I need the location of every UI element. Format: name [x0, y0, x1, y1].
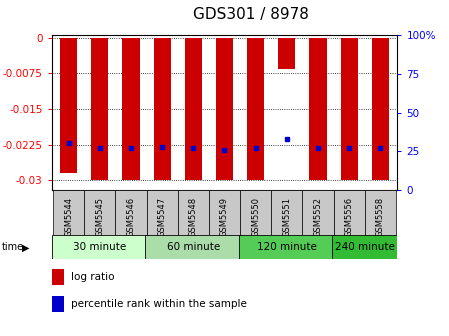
FancyBboxPatch shape: [271, 190, 302, 235]
FancyBboxPatch shape: [240, 190, 271, 235]
FancyBboxPatch shape: [334, 190, 365, 235]
FancyBboxPatch shape: [302, 190, 334, 235]
Bar: [52, 269, 64, 285]
Bar: [247, 38, 264, 180]
FancyBboxPatch shape: [115, 190, 147, 235]
FancyBboxPatch shape: [178, 190, 209, 235]
FancyBboxPatch shape: [52, 235, 148, 259]
FancyBboxPatch shape: [332, 235, 397, 259]
Bar: [185, 38, 202, 180]
Bar: [154, 38, 171, 180]
Text: GSM5545: GSM5545: [96, 197, 105, 237]
Bar: [372, 38, 389, 180]
Bar: [91, 38, 109, 180]
Text: percentile rank within the sample: percentile rank within the sample: [70, 299, 247, 309]
Text: GSM5546: GSM5546: [127, 197, 136, 237]
Bar: [123, 38, 140, 180]
FancyBboxPatch shape: [147, 190, 178, 235]
FancyBboxPatch shape: [53, 190, 84, 235]
Text: 240 minute: 240 minute: [335, 242, 395, 252]
Text: GSM5547: GSM5547: [158, 197, 167, 237]
FancyBboxPatch shape: [365, 190, 396, 235]
Text: ▶: ▶: [22, 242, 29, 252]
Bar: [216, 38, 233, 180]
Text: log ratio: log ratio: [70, 272, 114, 282]
FancyBboxPatch shape: [145, 235, 242, 259]
Text: 120 minute: 120 minute: [257, 242, 317, 252]
Text: GSM5556: GSM5556: [344, 197, 353, 237]
Text: GSM5558: GSM5558: [376, 197, 385, 237]
Bar: [309, 38, 326, 180]
Text: GSM5548: GSM5548: [189, 197, 198, 237]
Text: GSM5550: GSM5550: [251, 197, 260, 237]
Text: GSM5551: GSM5551: [282, 197, 291, 237]
FancyBboxPatch shape: [209, 190, 240, 235]
Bar: [52, 296, 64, 312]
Text: GSM5549: GSM5549: [220, 197, 229, 237]
Bar: [60, 38, 77, 173]
Bar: [340, 38, 358, 180]
Text: GSM5552: GSM5552: [313, 197, 322, 237]
Text: GSM5544: GSM5544: [64, 197, 73, 237]
FancyBboxPatch shape: [238, 235, 335, 259]
FancyBboxPatch shape: [84, 190, 115, 235]
Text: time: time: [2, 242, 24, 252]
Bar: [278, 38, 295, 69]
Text: GDS301 / 8978: GDS301 / 8978: [193, 7, 309, 22]
Text: 60 minute: 60 minute: [167, 242, 220, 252]
Text: 30 minute: 30 minute: [73, 242, 127, 252]
